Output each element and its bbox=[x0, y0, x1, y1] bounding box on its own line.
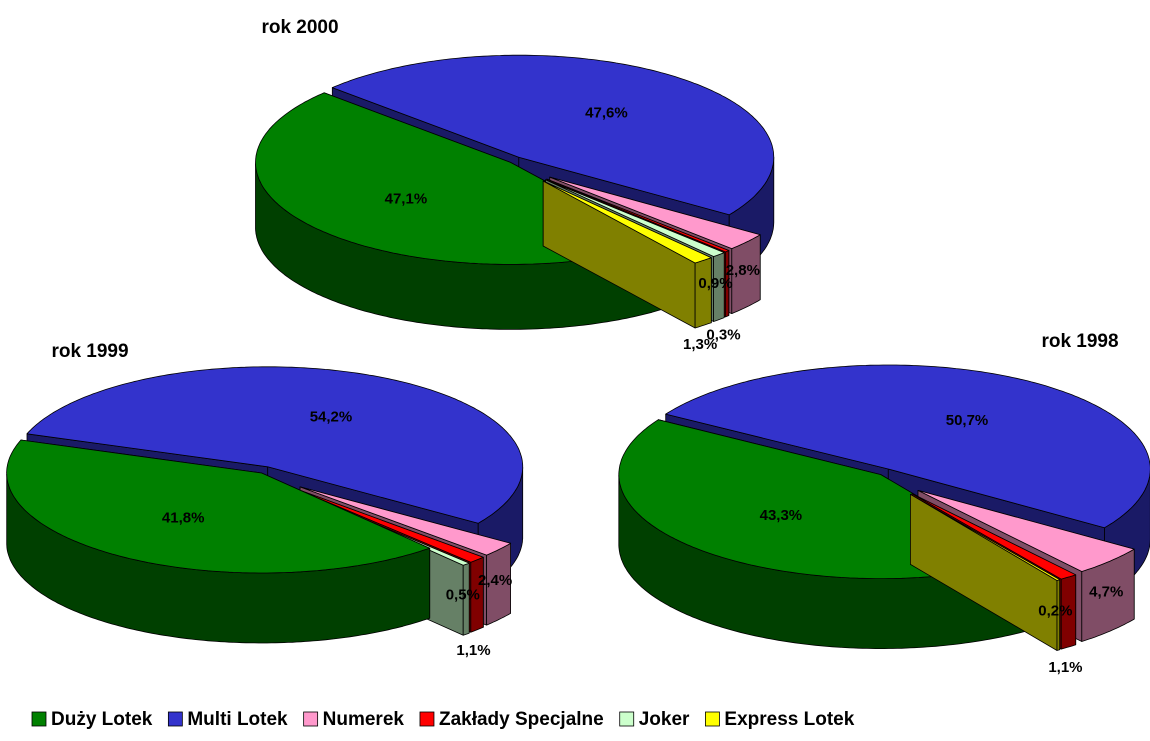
data-label: 2,8% bbox=[726, 262, 760, 279]
data-label: 0,2% bbox=[1038, 603, 1072, 620]
slice bbox=[542, 180, 712, 264]
legend-label: Numerek bbox=[323, 709, 405, 730]
slice-side bbox=[694, 257, 712, 329]
data-label: 1,1% bbox=[1048, 659, 1082, 676]
slice bbox=[917, 489, 1135, 572]
data-label: 43,3% bbox=[760, 507, 803, 524]
data-label: 2,4% bbox=[478, 572, 512, 589]
slice bbox=[911, 493, 1077, 580]
legend-label: Multi Lotek bbox=[187, 709, 288, 730]
legend-label: Zakłady Specjalne bbox=[439, 709, 604, 730]
data-label: 41,8% bbox=[162, 510, 205, 527]
legend-label: Joker bbox=[639, 709, 690, 730]
legend-swatch bbox=[705, 711, 720, 727]
slice bbox=[331, 54, 775, 216]
slice bbox=[549, 176, 761, 250]
data-label: 1,1% bbox=[456, 642, 490, 659]
pie: 47,6% 2,8% 47,1% 0,3% 0,9% 1,3% bbox=[255, 54, 775, 353]
data-label: 47,6% bbox=[585, 104, 628, 121]
slice bbox=[6, 439, 431, 574]
legend-swatch bbox=[619, 711, 635, 727]
chart-title: rok 1999 bbox=[51, 341, 128, 362]
legend-swatch bbox=[303, 711, 319, 727]
slice bbox=[546, 178, 730, 253]
data-label: 0,5% bbox=[446, 587, 480, 604]
slice bbox=[910, 493, 1061, 581]
data-label: 1,3% bbox=[683, 336, 717, 353]
pie: 50,7% 4,7% 43,3% 1,1% 0,2% bbox=[618, 364, 1150, 676]
slice bbox=[296, 488, 484, 563]
slice bbox=[26, 366, 524, 524]
legend-swatch bbox=[419, 711, 435, 727]
slice bbox=[545, 179, 725, 257]
data-label: 54,2% bbox=[310, 409, 353, 426]
chart-title: rok 2000 bbox=[261, 17, 338, 38]
data-label: 0,3% bbox=[706, 327, 740, 344]
legend-swatch bbox=[31, 711, 47, 727]
slice bbox=[665, 364, 1150, 529]
legend-label: Duży Lotek bbox=[51, 709, 153, 730]
data-label: 50,7% bbox=[946, 412, 989, 429]
legend-label: Express Lotek bbox=[724, 709, 854, 730]
data-label: 0,9% bbox=[698, 275, 732, 292]
data-label: 4,7% bbox=[1089, 584, 1123, 601]
data-label: 47,1% bbox=[385, 191, 428, 208]
legend-swatch bbox=[167, 711, 183, 727]
pie: 54,2% 2,4% 1,1% 0,5% 41,8% bbox=[6, 366, 524, 659]
chart-title: rok 1998 bbox=[1041, 331, 1118, 352]
slice bbox=[299, 486, 512, 556]
